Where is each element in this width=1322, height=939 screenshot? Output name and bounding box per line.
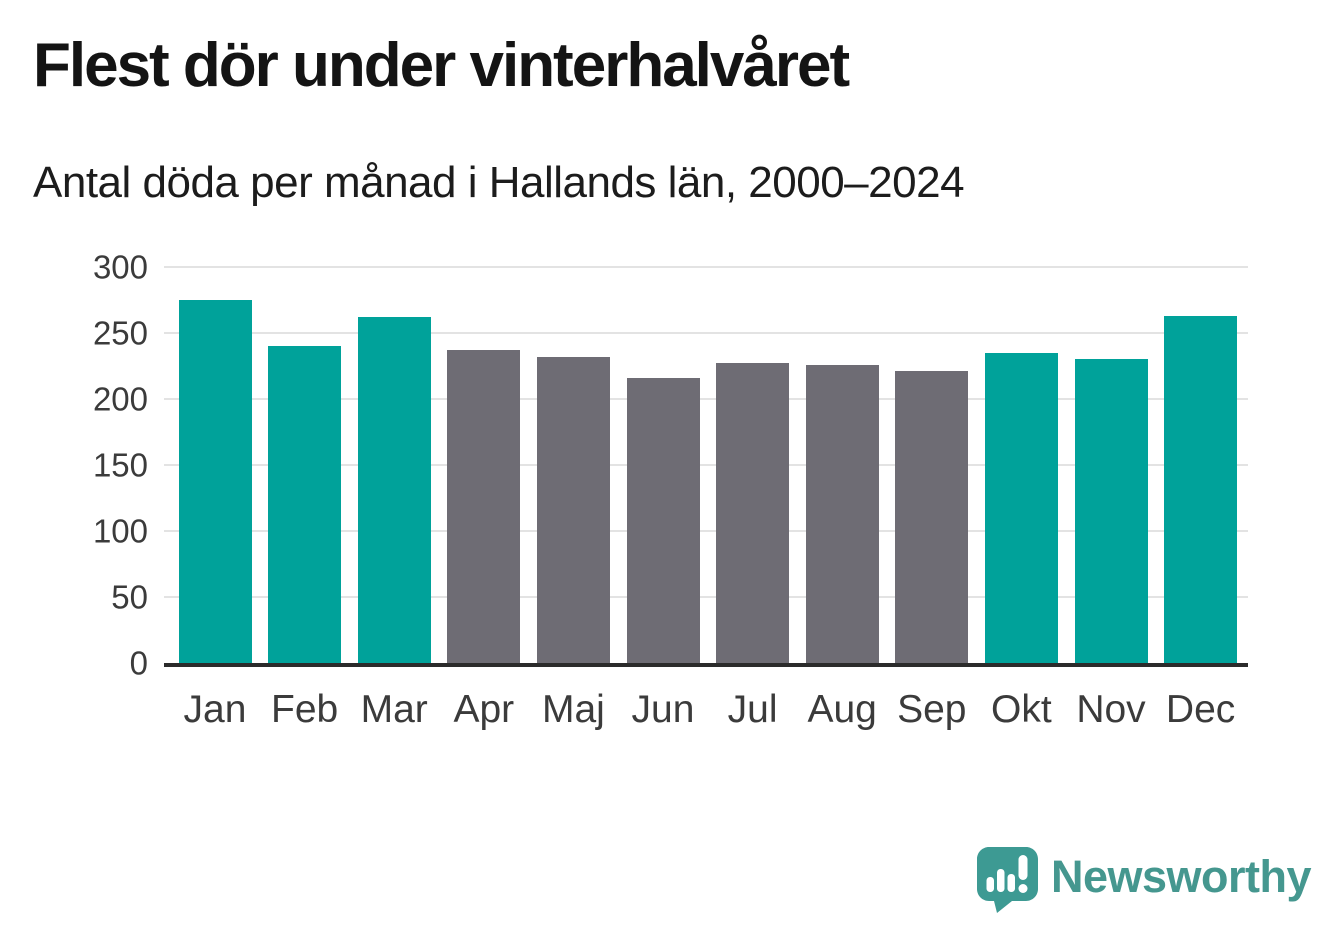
bar-mar <box>357 317 431 663</box>
y-tick-label-250: 250 <box>92 314 148 352</box>
x-tick-label-sep: Sep <box>897 688 967 731</box>
y-tick-label-0: 0 <box>129 644 148 682</box>
bar-maj <box>536 356 610 663</box>
x-tick-label-feb: Feb <box>270 688 339 731</box>
bar-jan <box>178 300 252 663</box>
y-tick-label-300: 300 <box>92 248 148 286</box>
bar-sep <box>895 371 969 663</box>
gridline-250 <box>164 332 1248 334</box>
x-tick-label-maj: Maj <box>541 688 605 731</box>
bar-jun <box>626 377 700 663</box>
bar-chart-speech-bubble-icon <box>977 847 1038 913</box>
gridline-200 <box>164 398 1248 400</box>
gridline-150 <box>164 464 1248 466</box>
gridline-50 <box>164 596 1248 598</box>
x-tick-label-mar: Mar <box>360 688 428 731</box>
x-tick-label-jun: Jun <box>631 688 695 731</box>
bar-aug <box>805 364 879 663</box>
x-tick-label-okt: Okt <box>991 688 1052 731</box>
bar-nov <box>1074 359 1148 663</box>
bar-apr <box>447 350 521 663</box>
y-tick-label-100: 100 <box>92 512 148 550</box>
x-axis-line <box>164 663 1248 667</box>
y-tick-label-150: 150 <box>92 446 148 484</box>
bar-okt <box>984 352 1058 663</box>
y-tick-label-200: 200 <box>92 380 148 418</box>
x-tick-label-aug: Aug <box>807 688 877 731</box>
x-tick-label-jul: Jul <box>727 688 778 731</box>
chart-subtitle: Antal döda per månad i Hallands län, 200… <box>33 158 965 207</box>
x-tick-label-nov: Nov <box>1076 688 1146 731</box>
newsworthy-wordmark: Newsworthy <box>1051 850 1312 902</box>
chart-title: Flest dör under vinterhalvåret <box>33 31 850 100</box>
bar-feb <box>268 346 342 663</box>
x-tick-label-apr: Apr <box>453 688 515 731</box>
bar-dec <box>1164 315 1238 663</box>
newsworthy-logo: Newsworthy <box>976 845 1312 915</box>
x-tick-label-jan: Jan <box>183 688 247 731</box>
bar-jul <box>716 363 790 663</box>
x-tick-label-dec: Dec <box>1165 688 1236 731</box>
gridline-100 <box>164 530 1248 532</box>
gridline-300 <box>164 266 1248 268</box>
y-tick-label-50: 50 <box>111 578 148 616</box>
